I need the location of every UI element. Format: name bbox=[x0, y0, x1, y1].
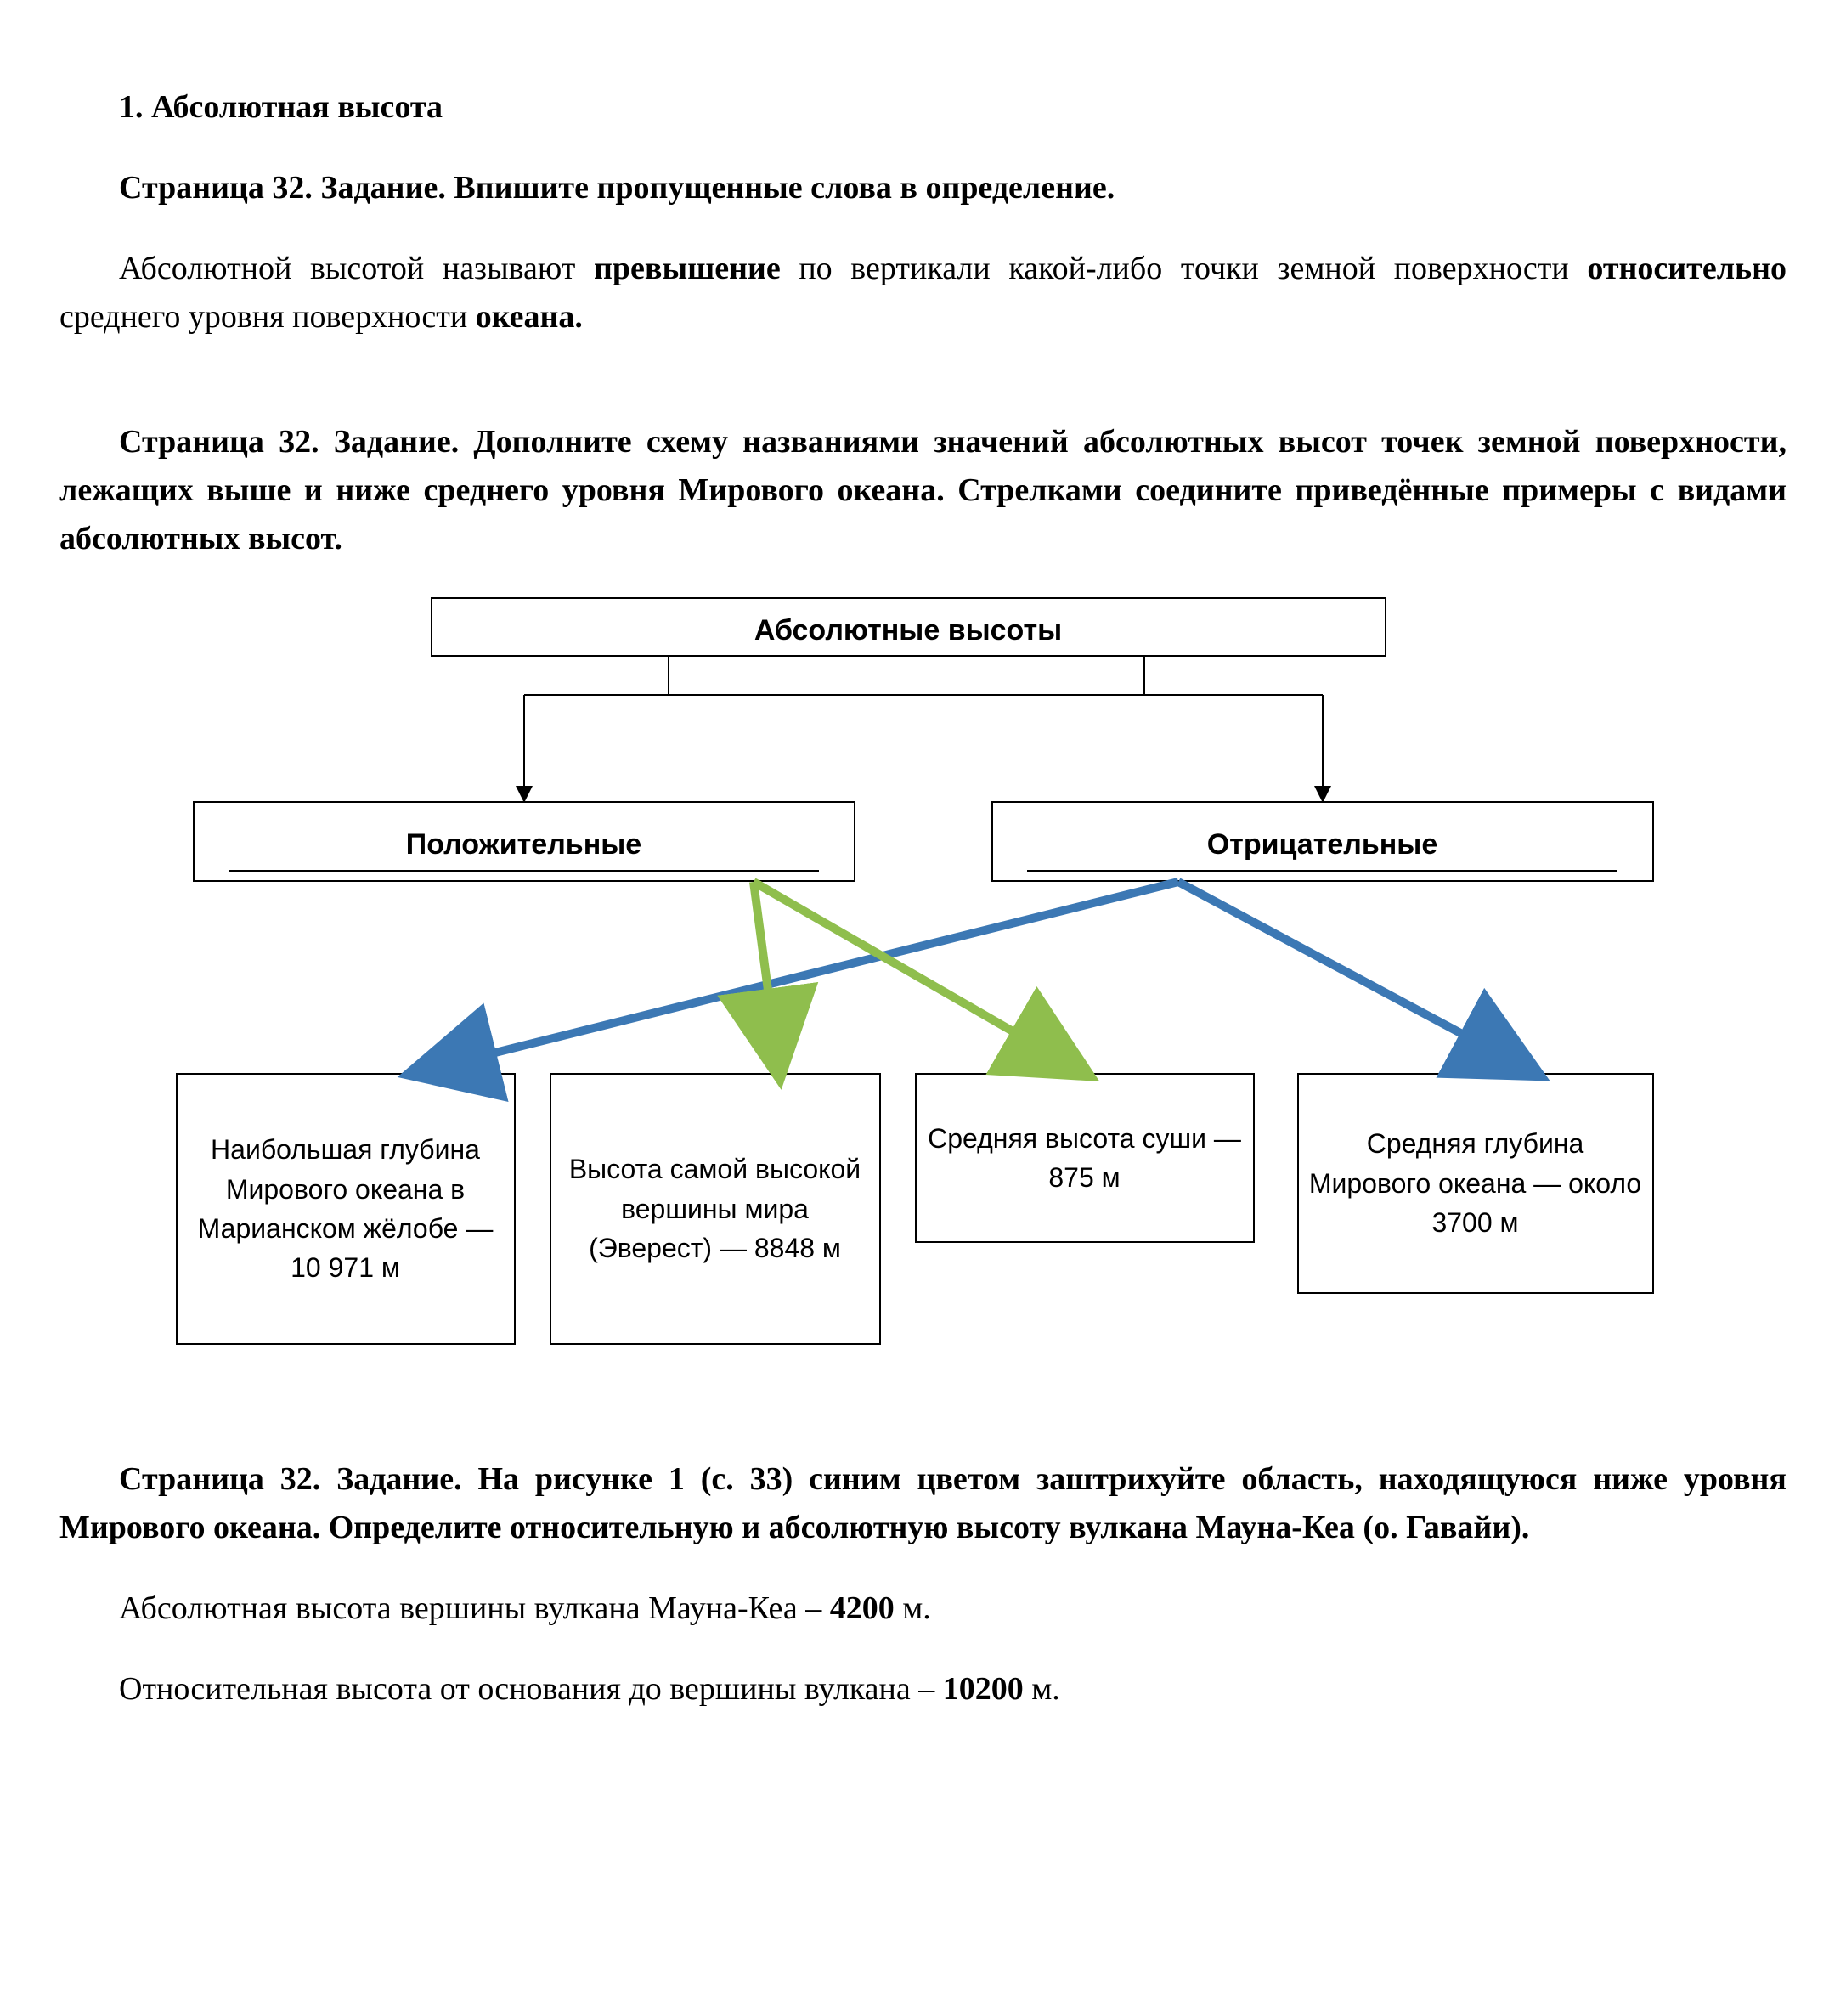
task3-abs-pre: Абсолютная высота вершины вулкана Мауна-… bbox=[119, 1590, 830, 1626]
diagram-positive-box: Положительные bbox=[193, 801, 855, 882]
task1-bold2: относительно bbox=[1587, 251, 1787, 286]
diagram-positive-label: Положительные bbox=[229, 823, 820, 872]
task1-body: Абсолютной высотой называют превышение п… bbox=[59, 245, 1787, 342]
task3-rel-pre: Относительная высота от основания до вер… bbox=[119, 1671, 943, 1707]
diagram-negative-box: Отрицательные bbox=[991, 801, 1654, 882]
task3-abs-val: 4200 bbox=[830, 1590, 895, 1626]
diagram-title: Абсолютные высоты bbox=[754, 614, 1062, 647]
task2-lead: Страница 32. Задание. Дополните схему на… bbox=[59, 418, 1787, 563]
task1-mid1: по вертикали какой-либо точки земной пов… bbox=[781, 251, 1588, 286]
diagram-example-mariana: Наибольшая глубина Мирового океана в Мар… bbox=[176, 1073, 516, 1345]
diagram-negative-label: Отрицательные bbox=[1027, 823, 1618, 872]
task1-bold1: превышение bbox=[594, 251, 781, 286]
heights-diagram: Абсолютные высоты Положительные Отрицате… bbox=[159, 597, 1688, 1379]
task3-abs-post: м. bbox=[895, 1590, 931, 1626]
diagram-title-box: Абсолютные высоты bbox=[431, 597, 1386, 657]
diagram-example-land: Средняя высота суши — 875 м bbox=[915, 1073, 1255, 1243]
diagram-example-everest: Высота самой высокой вершины мира (Эвере… bbox=[550, 1073, 881, 1345]
section-heading: 1. Абсолютная высота bbox=[59, 83, 1787, 132]
task1-pre: Абсолютной высотой называют bbox=[119, 251, 594, 286]
task3-lead: Страница 32. Задание. На рисунке 1 (с. 3… bbox=[59, 1455, 1787, 1552]
task3-rel-post: м. bbox=[1024, 1671, 1060, 1707]
task3-rel-val: 10200 bbox=[943, 1671, 1024, 1707]
diagram-example-ocean: Средняя глубина Мирового океана — около … bbox=[1297, 1073, 1654, 1294]
task1-bold3: океана. bbox=[476, 299, 583, 335]
task3-relative: Относительная высота от основания до вер… bbox=[59, 1665, 1787, 1714]
task1-mid2: среднего уровня поверхности bbox=[59, 299, 476, 335]
task3-absolute: Абсолютная высота вершины вулкана Мауна-… bbox=[59, 1584, 1787, 1633]
task1-lead: Страница 32. Задание. Впишите пропущенны… bbox=[59, 164, 1787, 212]
